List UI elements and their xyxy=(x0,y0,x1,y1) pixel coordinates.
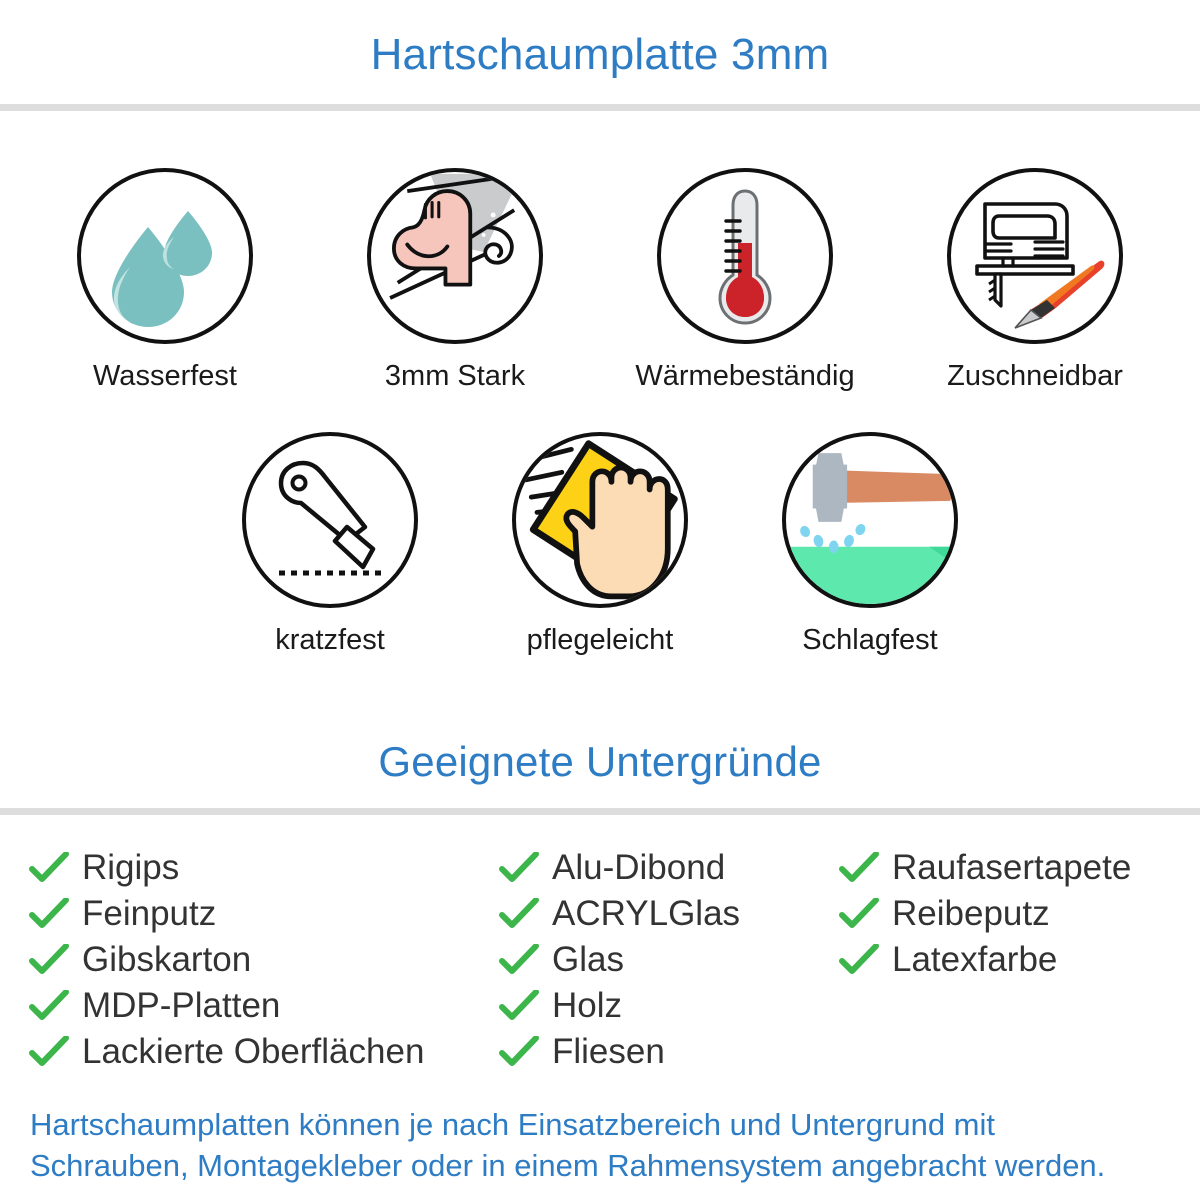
feature-row-second: kratzfest pflegel xyxy=(215,432,985,657)
substrate-column-1: Rigips Feinputz Gibskarton MDP-Platten xyxy=(28,845,498,1075)
check-icon xyxy=(838,896,880,932)
feature-kratzfest: kratzfest xyxy=(215,432,445,657)
divider-top xyxy=(0,104,1200,111)
water-drops-icon xyxy=(112,211,212,327)
footer-note-line-1: Hartschaumplatten können je nach Einsatz… xyxy=(30,1107,995,1142)
feature-icon-circle xyxy=(947,168,1123,344)
thermometer-icon xyxy=(718,189,772,325)
feature-row-first: Wasserfest xyxy=(40,168,1160,393)
list-item: Feinputz xyxy=(28,891,498,937)
hand-wiping-cloth-icon xyxy=(523,440,678,600)
check-icon xyxy=(28,1034,70,1070)
feature-icon-circle xyxy=(512,432,688,608)
page-title: Hartschaumplatte 3mm xyxy=(370,30,830,79)
list-item: Lackierte Oberflächen xyxy=(28,1029,498,1075)
feature-icon-circle xyxy=(77,168,253,344)
feature-3mm-stark: 3mm Stark xyxy=(330,168,580,393)
check-icon xyxy=(28,942,70,978)
list-item: MDP-Platten xyxy=(28,983,498,1029)
substrate-label: Lackierte Oberflächen xyxy=(82,1032,425,1071)
footer-note: Hartschaumplatten können je nach Einsatz… xyxy=(30,1104,1180,1186)
substrate-label: Holz xyxy=(552,986,623,1025)
substrate-label: Reibeputz xyxy=(892,894,1050,933)
feature-label: kratzfest xyxy=(275,624,385,656)
substrate-label: MDP-Platten xyxy=(82,986,281,1025)
substrate-label: Rigips xyxy=(82,848,180,887)
list-item: Holz xyxy=(498,983,838,1029)
feature-label: Zuschneidbar xyxy=(947,360,1123,392)
substrate-column-2: Alu-Dibond ACRYLGlas Glas Holz xyxy=(498,845,838,1075)
list-item: Gibskarton xyxy=(28,937,498,983)
substrate-label: Alu-Dibond xyxy=(552,848,726,887)
feature-label: 3mm Stark xyxy=(384,360,526,392)
substrate-column-3: Raufasertapete Reibeputz Latexfarbe xyxy=(838,845,1188,983)
list-item: Raufasertapete xyxy=(838,845,1188,891)
feature-icon-circle xyxy=(657,168,833,344)
substrate-label: Raufasertapete xyxy=(892,848,1132,887)
check-icon xyxy=(498,942,540,978)
feature-icon-circle xyxy=(782,432,958,608)
flexing-muscle-icon xyxy=(389,172,526,300)
list-item: Latexfarbe xyxy=(838,937,1188,983)
feature-label: pflegeleicht xyxy=(526,624,674,656)
feature-icon-circle xyxy=(367,168,543,344)
divider-middle xyxy=(0,808,1200,815)
check-icon xyxy=(498,850,540,886)
substrate-label: Gibskarton xyxy=(82,940,252,979)
substrate-label: Latexfarbe xyxy=(892,940,1058,979)
check-icon xyxy=(28,850,70,886)
substrate-checklist: Rigips Feinputz Gibskarton MDP-Platten xyxy=(28,845,1188,1075)
list-item: ACRYLGlas xyxy=(498,891,838,937)
scratching-blade-icon xyxy=(278,460,381,576)
list-item: Fliesen xyxy=(498,1029,838,1075)
list-item: Glas xyxy=(498,937,838,983)
feature-pflegeleicht: pflegeleicht xyxy=(485,432,715,657)
substrate-label: Feinputz xyxy=(82,894,217,933)
substrate-label: Glas xyxy=(552,940,624,979)
feature-label: Wärmebeständig xyxy=(635,360,855,392)
feature-schlagfest: Schlagfest xyxy=(755,432,985,657)
check-icon xyxy=(28,988,70,1024)
check-icon xyxy=(838,850,880,886)
footer-note-line-2: Schrauben, Montagekleber oder in einem R… xyxy=(30,1148,1106,1183)
feature-label: Wasserfest xyxy=(93,360,237,392)
jigsaw-and-knife-icon xyxy=(975,202,1105,329)
check-icon xyxy=(28,896,70,932)
list-item: Reibeputz xyxy=(838,891,1188,937)
substrates-section-title: Geeignete Untergründe xyxy=(378,738,822,785)
feature-wasserfest: Wasserfest xyxy=(40,168,290,393)
list-item: Alu-Dibond xyxy=(498,845,838,891)
feature-zuschneidbar: Zuschneidbar xyxy=(910,168,1160,393)
hammer-impact-icon xyxy=(786,453,954,604)
substrate-label: Fliesen xyxy=(552,1032,665,1071)
check-icon xyxy=(838,942,880,978)
feature-icon-circle xyxy=(242,432,418,608)
check-icon xyxy=(498,896,540,932)
substrate-label: ACRYLGlas xyxy=(552,894,741,933)
check-icon xyxy=(498,1034,540,1070)
feature-label: Schlagfest xyxy=(802,624,938,656)
list-item: Rigips xyxy=(28,845,498,891)
feature-waermebestaendig: Wärmebeständig xyxy=(620,168,870,393)
check-icon xyxy=(498,988,540,1024)
